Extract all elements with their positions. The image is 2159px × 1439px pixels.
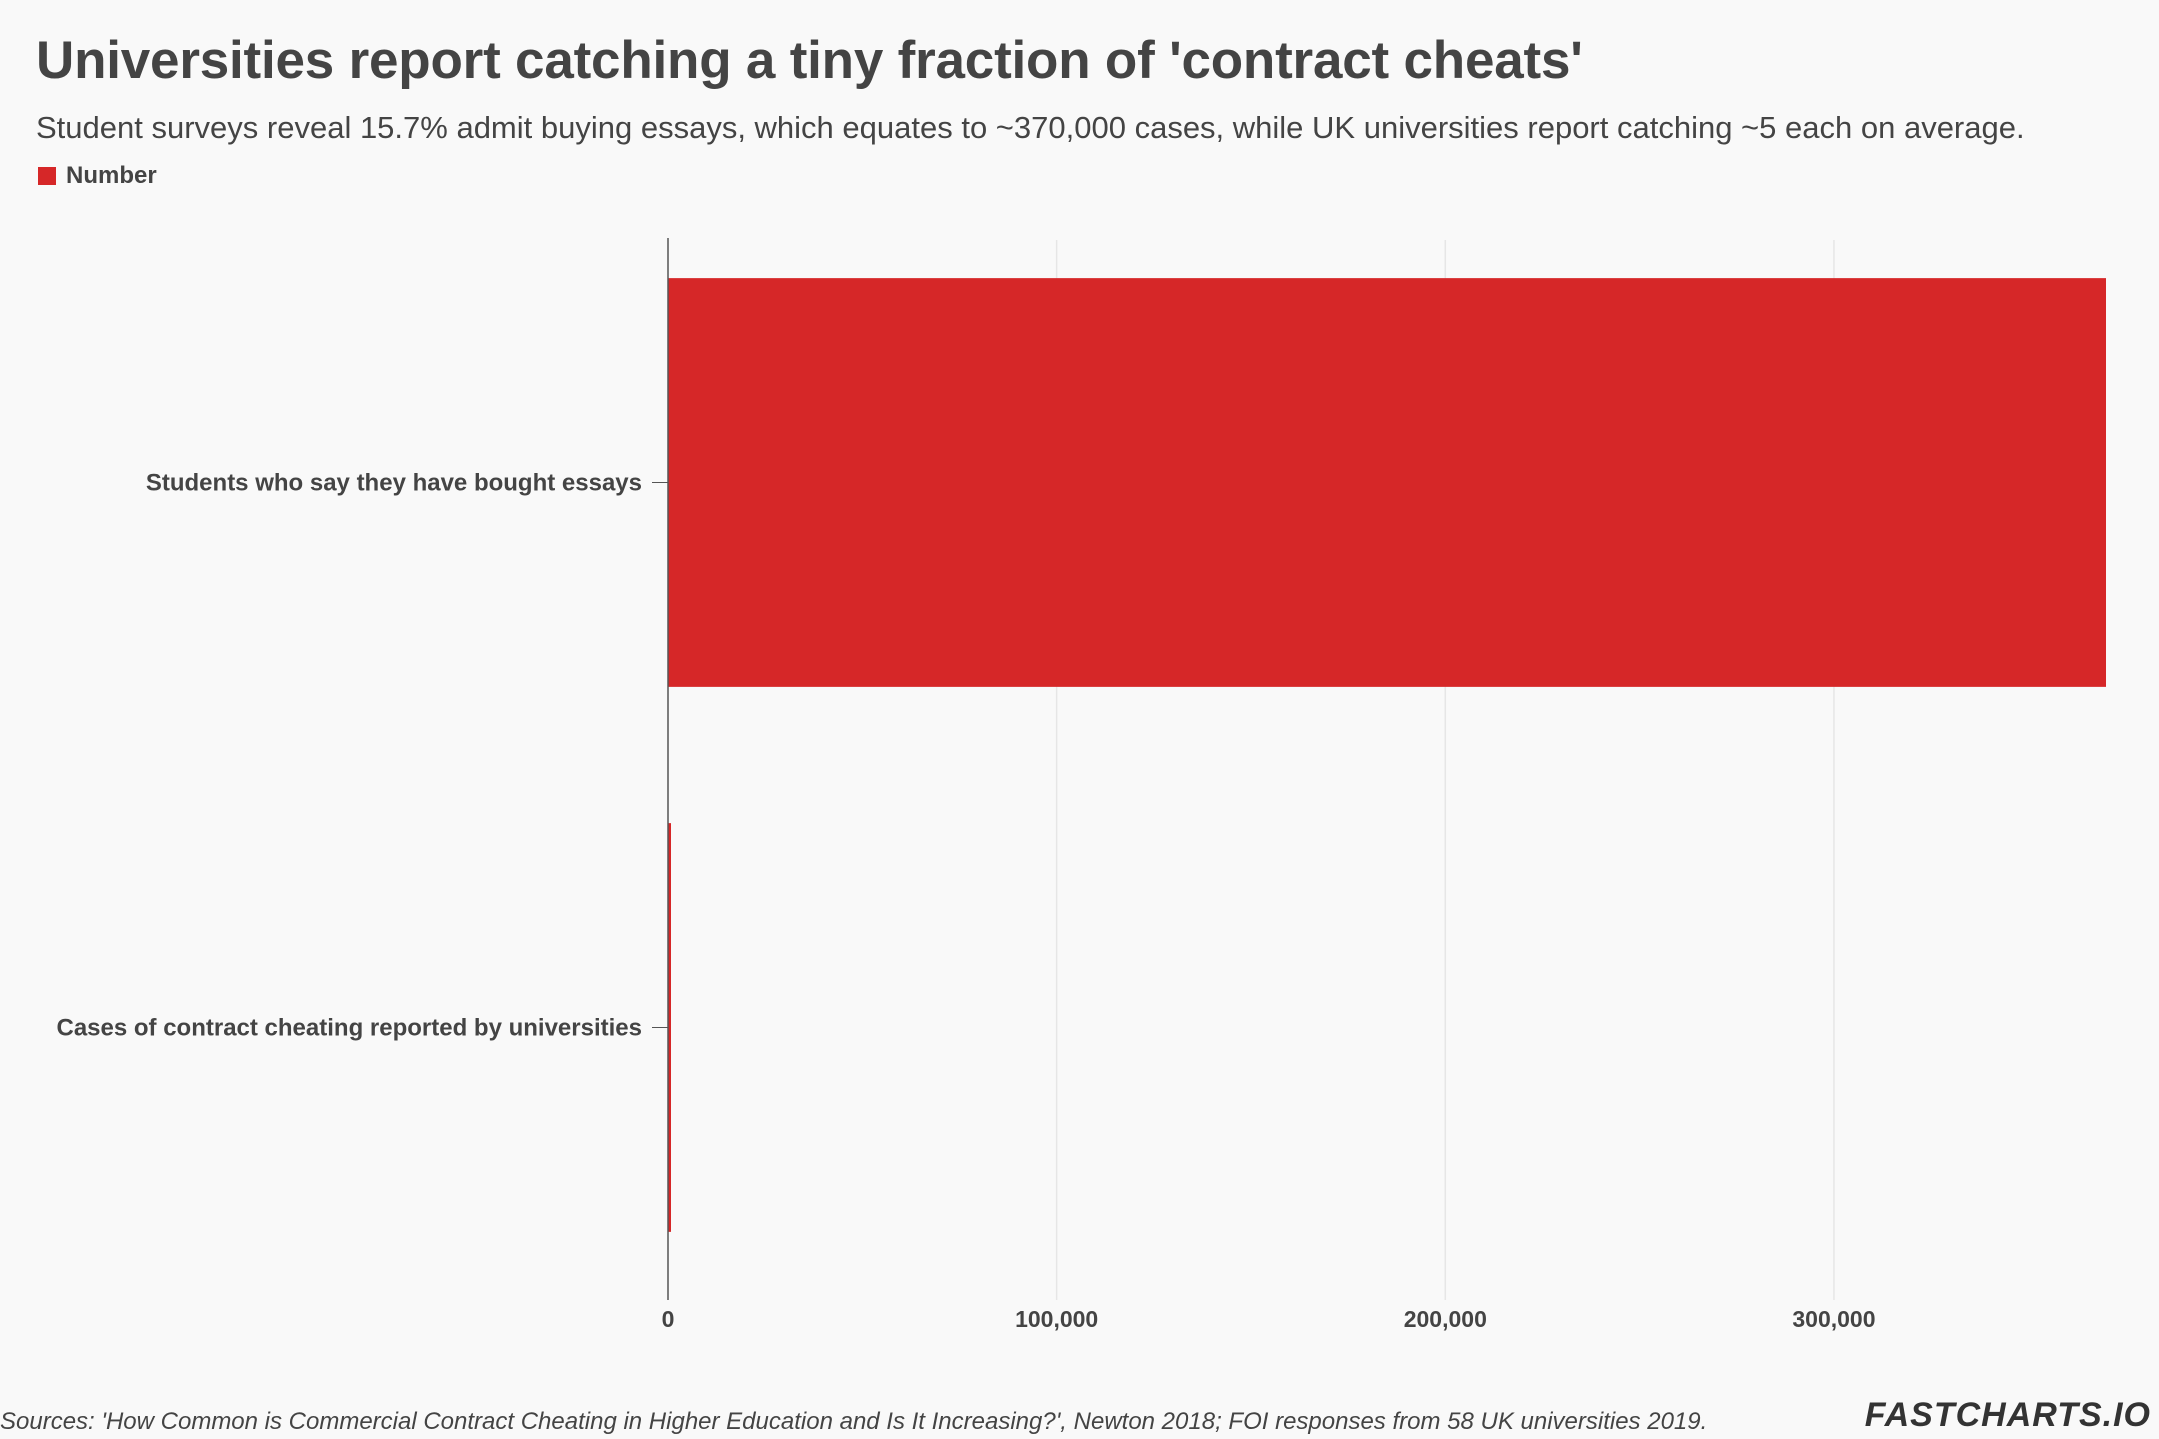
chart-subtitle: Student surveys reveal 15.7% admit buyin… <box>36 110 2025 145</box>
chart-title: Universities report catching a tiny frac… <box>36 31 1583 90</box>
bar-0 <box>668 278 2106 687</box>
legend-label: Number <box>66 162 157 189</box>
x-tick-label-3: 300,000 <box>1792 1306 1875 1332</box>
category-label-0: Students who say they have bought essays <box>146 470 642 497</box>
bar-chart: Students who say they have bought essays… <box>56 238 2106 1332</box>
x-tick-label-2: 200,000 <box>1404 1306 1487 1332</box>
brand-logo: FASTCHARTS.IO <box>1864 1396 2151 1434</box>
bar-1 <box>668 823 671 1232</box>
x-tick-label-1: 100,000 <box>1015 1306 1098 1332</box>
legend: Number <box>38 162 157 190</box>
source-note: Sources: 'How Common is Commercial Contr… <box>0 1408 1708 1435</box>
legend-swatch <box>38 167 56 185</box>
x-tick-label-0: 0 <box>662 1306 675 1332</box>
category-label-1: Cases of contract cheating reported by u… <box>56 1015 642 1042</box>
